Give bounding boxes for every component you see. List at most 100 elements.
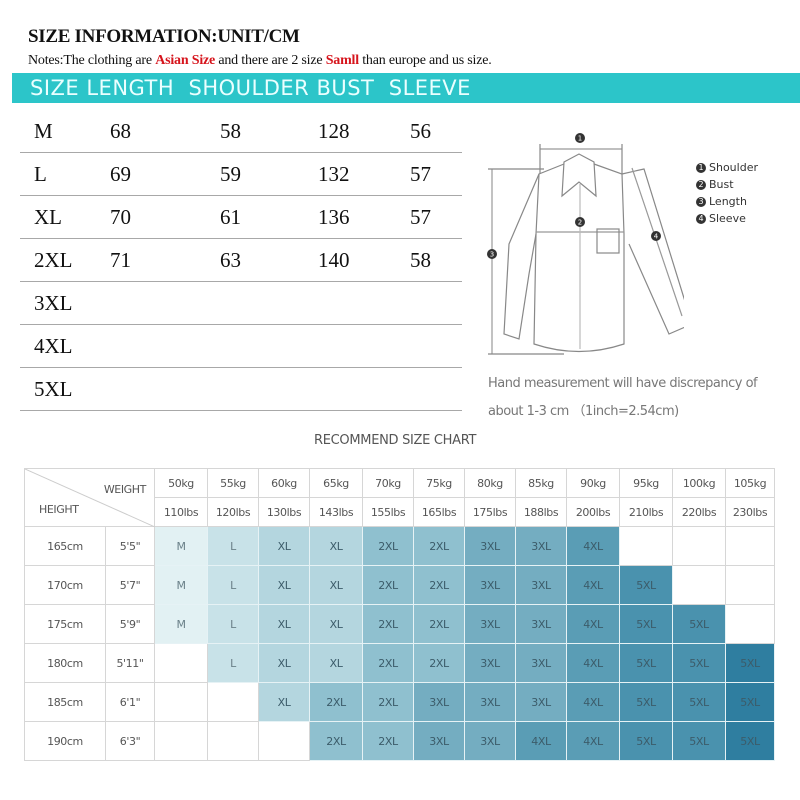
recommended-size-cell: L [207,604,259,644]
recommended-size-cell: 3XL [515,565,567,605]
weight-lbs-header: 220lbs [672,497,726,527]
recommended-size-cell: 3XL [464,565,516,605]
recommend-size-chart-title: RECOMMEND SIZE CHART [314,433,477,448]
legend-label: Length [709,195,747,208]
size-cell-length: 71 [110,248,131,272]
recommended-size-cell: 5XL [672,604,726,644]
diagram-legend: 1 Shoulder 2 Bust 3 Length 4 Sleeve [696,159,758,227]
weight-kg-header: 65kg [309,468,363,498]
recommended-size-cell: 2XL [309,721,363,761]
recommended-size-cell: 2XL [413,604,465,644]
weight-kg-header: 50kg [154,468,208,498]
size-cell-bust: 140 [318,248,350,272]
size-cell-size: 2XL [34,248,73,272]
recommended-size-cell: 5XL [619,682,673,722]
size-cell-shoulder: 63 [220,248,241,272]
recommended-size-cell: 2XL [309,682,363,722]
size-cell-length: 70 [110,205,131,229]
recommended-size-cell: 5XL [672,643,726,683]
recommended-size-cell: XL [309,643,363,683]
height-ft: 5'5" [105,526,155,566]
size-row: L 69 59 132 57 [20,153,462,196]
measurement-note: Hand measurement will have discrepancy o… [488,370,758,426]
notes-text: than europe and us size. [358,53,492,68]
recommended-size-cell [154,721,208,761]
recommended-size-cell: 3XL [515,643,567,683]
recommended-size-cell: 4XL [566,643,620,683]
recommended-size-cell: M [154,565,208,605]
size-cell-sleeve: 56 [410,119,431,143]
recommended-size-cell: 4XL [566,565,620,605]
height-row: 180cm 5'11" L XL XL 2XL 2XL 3XL 3XL 4XL 5XL 5XL 5XL [24,643,775,683]
height-ft: 5'9" [105,604,155,644]
height-cm: 170cm [24,565,106,605]
marker-2-icon: 2 [696,180,706,190]
recommended-size-cell: 5XL [725,643,775,683]
size-cell-shoulder: 61 [220,205,241,229]
recommended-size-cell [725,526,775,566]
weight-lbs-header: 155lbs [362,497,414,527]
size-cell-size: 5XL [34,377,73,401]
size-cell-size: 4XL [34,334,73,358]
recommended-size-cell: 3XL [515,526,567,566]
recommended-size-cell: 3XL [464,682,516,722]
height-cm: 165cm [24,526,106,566]
svg-text:4: 4 [654,233,659,241]
recommended-size-cell: XL [258,526,310,566]
height-label: HEIGHT [39,503,79,516]
legend-item-shoulder: 1 Shoulder [696,159,758,176]
recommended-size-cell: 2XL [413,643,465,683]
recommended-size-cell: XL [258,643,310,683]
recommended-size-cell: M [154,604,208,644]
size-table-header-label: SIZE LENGTH SHOULDER BUST SLEEVE [30,76,471,100]
recommended-size-cell: 2XL [362,565,414,605]
recommended-size-cell: 2XL [362,682,414,722]
height-cm: 175cm [24,604,106,644]
weight-lbs-header: 188lbs [515,497,567,527]
size-row: XL 70 61 136 57 [20,196,462,239]
recommended-size-cell: 3XL [464,604,516,644]
recommended-size-cell: 2XL [413,565,465,605]
recommend-size-chart-table: WEIGHT HEIGHT 50kg 55kg 60kg 65kg 70kg 75kg 80kg… [24,468,775,761]
marker-3-icon: 3 [696,197,706,207]
weight-lbs-header: 165lbs [413,497,465,527]
legend-label: Sleeve [709,212,746,225]
legend-item-bust: 2 Bust [696,176,758,193]
weight-lbs-header: 120lbs [207,497,259,527]
weight-kg-header: 105kg [725,468,775,498]
recommended-size-cell: XL [309,604,363,644]
recommended-size-cell: 2XL [413,526,465,566]
weight-lbs-header: 175lbs [464,497,516,527]
weight-kg-header: 85kg [515,468,567,498]
recommended-size-cell: 5XL [619,721,673,761]
size-cell-shoulder: 59 [220,162,241,186]
recommended-size-cell: 4XL [566,721,620,761]
recommended-size-cell [207,721,259,761]
weight-lbs-header: 210lbs [619,497,673,527]
recommended-size-cell: L [207,565,259,605]
recommended-size-cell: 4XL [566,604,620,644]
recommended-size-cell: 3XL [413,721,465,761]
recommended-size-cell: XL [258,682,310,722]
legend-label: Bust [709,178,734,191]
recommended-size-cell: XL [309,565,363,605]
height-cm: 190cm [24,721,106,761]
height-row: 190cm 6'3" 2XL 2XL 3XL 3XL 4XL 4XL 5XL 5XL 5XL [24,721,775,761]
recommended-size-cell: XL [258,565,310,605]
recommended-size-cell: 2XL [362,526,414,566]
size-row: 3XL [20,282,462,325]
recommended-size-cell: 5XL [619,565,673,605]
recommended-size-cell: 2XL [362,721,414,761]
recommended-size-cell: 3XL [464,643,516,683]
marker-1-icon: 1 [696,163,706,173]
weight-kg-header: 80kg [464,468,516,498]
weight-kg-header: 60kg [258,468,310,498]
recommended-size-cell: 4XL [515,721,567,761]
size-row: 2XL 71 63 140 58 [20,239,462,282]
size-cell-size: L [34,162,47,186]
weight-height-corner: WEIGHT HEIGHT [24,468,155,527]
size-cell-shoulder: 58 [220,119,241,143]
size-cell-bust: 132 [318,162,350,186]
recommended-size-cell: 2XL [362,604,414,644]
height-ft: 5'11" [105,643,155,683]
